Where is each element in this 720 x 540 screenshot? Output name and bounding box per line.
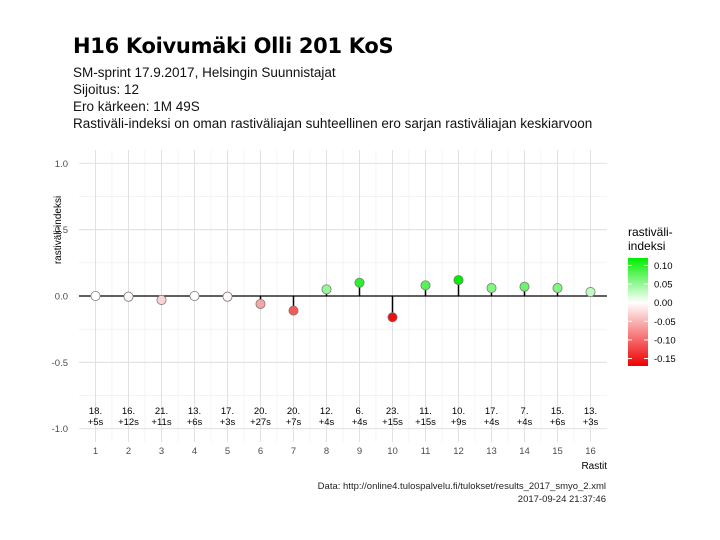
split-rank-label: 13. [188,406,201,417]
lollipop-point [552,283,563,294]
split-diff-label: +15s [415,417,436,428]
lollipop-point [288,305,299,316]
lollipop-point [156,294,167,305]
chart-subtitle: SM-sprint 17.9.2017, Helsingin Suunnista… [73,64,592,132]
x-tick-label: 6 [258,446,263,457]
lollipop-point [420,280,431,291]
subtitle-line-gap: Ero kärkeen: 1M 49S [73,99,200,114]
legend-tick-label: -0.15 [654,354,676,365]
split-diff-label: +4s [319,417,335,428]
split-diff-label: +6s [187,417,203,428]
lollipop-point [354,277,365,288]
x-tick-label: 9 [357,446,362,457]
lollipop-point [255,298,266,309]
lollipop-point [453,275,464,286]
legend-tick-label: 0.00 [654,298,673,309]
x-tick-label: 1 [93,446,98,457]
split-diff-label: +11s [151,417,171,428]
split-rank-label: 16. [122,406,135,417]
split-diff-label: +7s [286,417,302,428]
split-rank-label: 10. [452,406,465,417]
y-tick-label: -1.0 [52,424,68,435]
x-tick-label: 7 [291,446,296,457]
split-diff-label: +3s [583,417,599,428]
caption-timestamp: 2017-09-24 21:37:46 [517,494,606,505]
lollipop-point [585,287,596,298]
split-diff-label: +3s [220,417,236,428]
lollipop-point [189,290,200,301]
lollipop-point [519,281,530,292]
split-rank-label: 17. [485,406,498,417]
split-rank-label: 7. [521,406,529,417]
split-rank-label: 23. [386,406,399,417]
x-tick-label: 15 [552,446,563,457]
split-diff-label: +27s [250,417,271,428]
split-rank-label: 13. [584,406,597,417]
lollipop-point [222,291,233,302]
split-diff-label: +15s [382,417,403,428]
legend-tick-label: -0.10 [654,335,676,346]
legend-tick-label: 0.05 [654,280,673,291]
x-tick-label: 3 [159,446,164,457]
y-tick-label: 0.5 [55,225,68,236]
lollipop-point [387,312,398,323]
x-tick-label: 13 [486,446,497,457]
split-rank-label: 6. [356,406,364,417]
split-rank-label: 21. [155,406,168,417]
y-tick-label: -0.5 [52,358,68,369]
subtitle-line-event: SM-sprint 17.9.2017, Helsingin Suunnista… [73,65,336,80]
lollipop-point [486,283,497,294]
split-rank-label: 11. [419,406,432,417]
legend-title-line-2: indeksi [628,239,666,253]
subtitle-line-rank: Sijoitus: 12 [73,82,140,97]
y-axis-title: rastiväli-indeksi [53,196,64,264]
split-diff-label: +12s [118,417,139,428]
legend-title-line-1: rastiväli- [628,225,673,239]
split-rank-label: 20. [287,406,300,417]
split-rank-label: 15. [551,406,564,417]
x-tick-label: 12 [453,446,464,457]
split-rank-label: 18. [89,406,102,417]
caption-source: Data: http://online4.tulospalvelu.fi/tul… [317,481,606,492]
x-tick-label: 2 [126,446,131,457]
legend-tick-label: 0.10 [654,261,673,272]
x-tick-label: 14 [519,446,530,457]
split-diff-label: +4s [517,417,533,428]
split-diff-label: +4s [484,417,500,428]
lollipop-point [123,291,134,302]
chart-caption: Data: http://online4.tulospalvelu.fi/tul… [318,480,606,506]
x-tick-label: 16 [585,446,596,457]
chart-title: H16 Koivumäki Olli 201 KoS [73,34,394,58]
x-tick-label: 5 [225,446,230,457]
split-rank-label: 17. [221,406,234,417]
x-axis-title: Rastit [581,461,607,472]
lollipop-point [321,284,332,295]
y-tick-label: 1.0 [55,159,68,170]
x-tick-label: 11 [421,446,431,457]
split-rank-label: 20. [254,406,267,417]
legend-tick-label: -0.05 [654,317,676,328]
split-diff-label: +5s [88,417,104,428]
lollipop-point [90,290,101,301]
x-tick-label: 10 [387,446,398,457]
x-tick-label: 4 [192,446,197,457]
split-rank-label: 12. [320,406,333,417]
split-diff-label: +4s [352,417,368,428]
legend-title: rastiväli- indeksi [628,225,673,253]
y-tick-label: 0.0 [55,292,68,303]
split-diff-label: +6s [550,417,566,428]
legend-colorbar [628,258,648,366]
subtitle-line-description: Rastiväli-indeksi on oman rastiväliajan … [73,116,593,131]
x-tick-label: 8 [324,446,329,457]
split-diff-label: +9s [451,417,467,428]
